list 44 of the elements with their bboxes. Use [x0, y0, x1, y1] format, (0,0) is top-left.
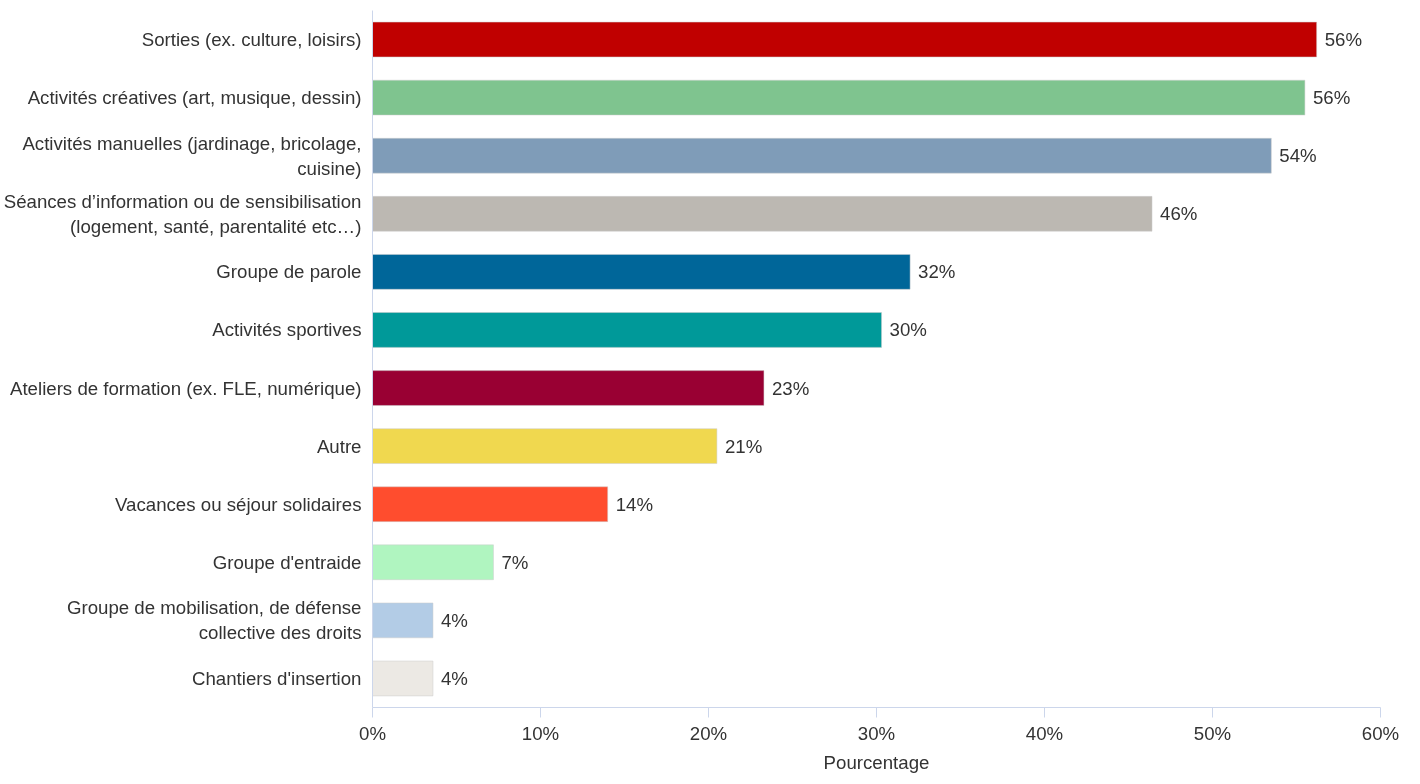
x-tick-label: 50%: [1193, 722, 1232, 744]
x-tick-label: 60%: [1361, 722, 1400, 744]
y-tick-label: Groupe d'entraide: [212, 551, 362, 573]
y-tick-label: Sorties (ex. culture, loisirs): [141, 29, 362, 51]
y-tick-label: Activités sportives: [212, 319, 362, 341]
y-tick-label: Séances d’information ou de sensibilisation (logement, santé, parentalité etc…): [3, 190, 362, 237]
y-tick-label: Ateliers de formation (ex. FLE, numérique): [9, 377, 362, 399]
data-label: 54%: [1279, 145, 1317, 167]
data-label: 32%: [918, 261, 956, 283]
data-label: 4%: [440, 609, 468, 631]
bar: [372, 660, 434, 697]
data-label: 56%: [1312, 87, 1351, 109]
y-tick-label: Groupe de parole: [216, 261, 362, 283]
bar: [372, 370, 765, 406]
y-tick-label: Groupe de mobilisation, de défense collective des droits: [66, 597, 362, 644]
data-label: 23%: [771, 377, 810, 399]
data-label: 56%: [1324, 29, 1362, 51]
data-label: 21%: [724, 435, 763, 457]
x-tick-label: 10%: [521, 722, 560, 744]
bar: [372, 254, 911, 290]
bar: [372, 486, 608, 522]
bar: [372, 602, 434, 639]
y-tick-label: Chantiers d'insertion: [192, 667, 362, 689]
bar: [372, 138, 1272, 174]
bar: [372, 196, 1153, 232]
x-tick-label: 30%: [857, 722, 896, 744]
bar: [372, 21, 1317, 58]
y-tick-label: Autre: [316, 435, 362, 457]
data-label: 30%: [889, 319, 927, 341]
bar: [372, 544, 494, 580]
bar: [372, 312, 882, 348]
data-label: 14%: [615, 493, 654, 515]
x-axis-title: Pourcentage: [823, 751, 930, 773]
bar: [372, 428, 718, 464]
data-label: 4%: [440, 667, 468, 689]
y-tick-label: Vacances ou séjour solidaires: [115, 493, 362, 515]
x-tick-label: 0%: [359, 722, 386, 744]
x-tick-label: 20%: [689, 722, 728, 744]
y-tick-label: Activités manuelles (jardinage, bricolage, cuisine): [22, 132, 362, 179]
data-label: 46%: [1160, 203, 1198, 225]
y-tick-label: Activités créatives (art, musique, dessin): [27, 87, 362, 109]
x-tick-label: 40%: [1025, 722, 1064, 744]
data-label: 7%: [501, 551, 529, 573]
bar: [372, 79, 1306, 116]
